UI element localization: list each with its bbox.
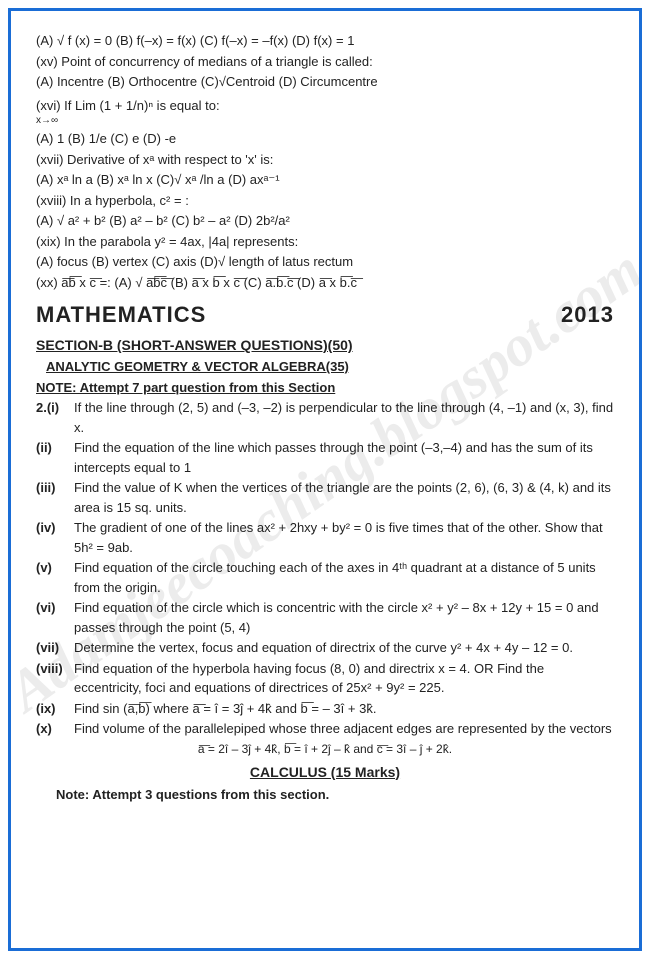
q2ix-text: Find sin (a͞,b͞) where a͞ = î = 3ĵ + 4k̂… — [74, 699, 614, 719]
page-frame: Adamjeecoaching.blogspot.com (A) √ f (x)… — [8, 8, 642, 951]
q2vii: (vii)Determine the vertex, focus and equ… — [36, 638, 614, 658]
q2iv-num: (iv) — [36, 518, 74, 557]
q2x: (x)Find volume of the parallelepiped who… — [36, 719, 614, 739]
xix-options: (A) focus (B) vertex (C) axis (D)√ lengt… — [36, 252, 614, 272]
q2vi-text: Find equation of the circle which is con… — [74, 598, 614, 637]
q2i: 2.(i)If the line through (2, 5) and (–3,… — [36, 398, 614, 437]
q2v: (v)Find equation of the circle touching … — [36, 558, 614, 597]
xvii-options: (A) xᵃ ln a (B) xᵃ ln x (C)√ xᵃ /ln a (D… — [36, 170, 614, 190]
q2iii-num: (iii) — [36, 478, 74, 517]
q2v-num: (v) — [36, 558, 74, 597]
xv-options: (A) Incentre (B) Orthocentre (C)√Centroi… — [36, 72, 614, 92]
q2i-num: 2.(i) — [36, 398, 74, 437]
xiv-options: (A) √ f (x) = 0 (B) f(–x) = f(x) (C) f(–… — [36, 31, 614, 51]
q2x-num: (x) — [36, 719, 74, 739]
q2vi-num: (vi) — [36, 598, 74, 637]
xviii-options: (A) √ a² + b² (B) a² – b² (C) b² – a² (D… — [36, 211, 614, 231]
q2ii: (ii)Find the equation of the line which … — [36, 438, 614, 477]
q2iv: (iv)The gradient of one of the lines ax²… — [36, 518, 614, 557]
q2ix: (ix)Find sin (a͞,b͞) where a͞ = î = 3ĵ +… — [36, 699, 614, 719]
section-b-heading: SECTION-B (SHORT-ANSWER QUESTIONS)(50) — [36, 335, 614, 356]
q2iv-text: The gradient of one of the lines ax² + 2… — [74, 518, 614, 557]
xx-question: (xx) a͞b͞ x c͞ =: (A) √ a͞b͞c͞ (B) a͞ x … — [36, 273, 614, 293]
xvi-options: (A) 1 (B) 1/e (C) e (D) -e — [36, 129, 614, 149]
q2vi: (vi)Find equation of the circle which is… — [36, 598, 614, 637]
q2iii: (iii)Find the value of K when the vertic… — [36, 478, 614, 517]
xviii-question: (xviii) In a hyperbola, c² = : — [36, 191, 614, 211]
q2v-text: Find equation of the circle touching eac… — [74, 558, 614, 597]
title-left: MATHEMATICS — [36, 298, 206, 331]
q2vii-num: (vii) — [36, 638, 74, 658]
q2x-equation: a͞ = 2î – 3ĵ + 4k̂, b͞ = î + 2ĵ – k̂ and… — [36, 740, 614, 758]
xv-question: (xv) Point of concurrency of medians of … — [36, 52, 614, 72]
q2iii-text: Find the value of K when the vertices of… — [74, 478, 614, 517]
xvii-question: (xvii) Derivative of xᵃ with respect to … — [36, 150, 614, 170]
note-section-b: NOTE: Attempt 7 part question from this … — [36, 378, 614, 398]
title-right: 2013 — [561, 298, 614, 331]
q2ix-num: (ix) — [36, 699, 74, 719]
note-calculus: Note: Attempt 3 questions from this sect… — [56, 785, 614, 805]
q2x-text: Find volume of the parallelepiped whose … — [74, 719, 614, 739]
q2ii-num: (ii) — [36, 438, 74, 477]
q2vii-text: Determine the vertex, focus and equation… — [74, 638, 614, 658]
q2ii-text: Find the equation of the line which pass… — [74, 438, 614, 477]
xvi-sub: x→∞ — [36, 113, 614, 128]
q2viii: (viii)Find equation of the hyperbola hav… — [36, 659, 614, 698]
page-content: (A) √ f (x) = 0 (B) f(–x) = f(x) (C) f(–… — [36, 31, 614, 804]
analytic-heading: ANALYTIC GEOMETRY & VECTOR ALGEBRA(35) — [46, 357, 614, 377]
q2i-text: If the line through (2, 5) and (–3, –2) … — [74, 398, 614, 437]
xix-question: (xix) In the parabola y² = 4ax, |4a| rep… — [36, 232, 614, 252]
calculus-heading: CALCULUS (15 Marks) — [36, 762, 614, 783]
title-row: MATHEMATICS 2013 — [36, 298, 614, 331]
q2viii-text: Find equation of the hyperbola having fo… — [74, 659, 614, 698]
q2viii-num: (viii) — [36, 659, 74, 698]
